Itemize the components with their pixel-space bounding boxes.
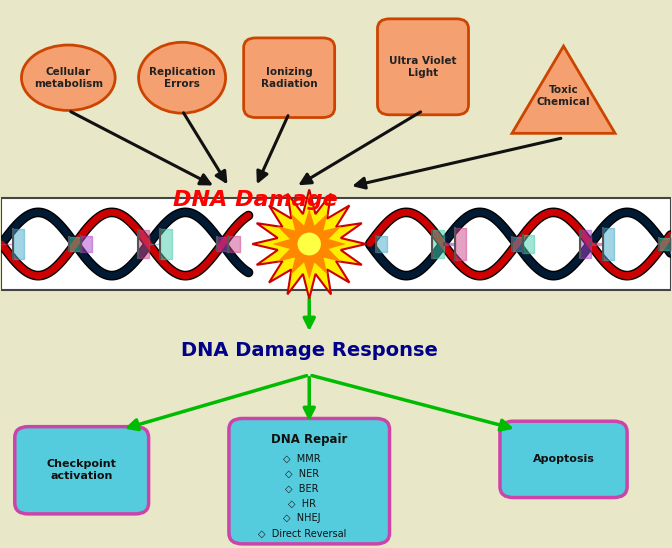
FancyBboxPatch shape bbox=[15, 427, 149, 514]
FancyBboxPatch shape bbox=[378, 19, 468, 115]
Text: Toxic
Chemical: Toxic Chemical bbox=[537, 85, 590, 107]
Polygon shape bbox=[272, 209, 346, 279]
Ellipse shape bbox=[298, 232, 321, 255]
Text: Cellular
metabolism: Cellular metabolism bbox=[34, 67, 103, 89]
Text: Ultra Violet
Light: Ultra Violet Light bbox=[389, 56, 457, 78]
Text: DNA Damage: DNA Damage bbox=[173, 190, 338, 210]
Text: Checkpoint
activation: Checkpoint activation bbox=[47, 459, 117, 481]
Polygon shape bbox=[512, 46, 615, 133]
Ellipse shape bbox=[22, 45, 115, 111]
Text: ◇  BER: ◇ BER bbox=[285, 483, 319, 493]
Polygon shape bbox=[253, 190, 366, 299]
Text: ◇  NHEJ: ◇ NHEJ bbox=[283, 513, 321, 523]
FancyBboxPatch shape bbox=[500, 421, 627, 498]
Text: DNA Repair: DNA Repair bbox=[271, 433, 347, 447]
Text: ◇  MMR: ◇ MMR bbox=[283, 453, 321, 463]
FancyBboxPatch shape bbox=[1, 198, 671, 290]
Text: ◇  Direct Reversal: ◇ Direct Reversal bbox=[257, 528, 346, 539]
Text: DNA Damage Response: DNA Damage Response bbox=[181, 341, 437, 360]
Text: ◇  NER: ◇ NER bbox=[285, 469, 319, 478]
Text: ◇  HR: ◇ HR bbox=[288, 498, 316, 509]
Text: Apoptosis: Apoptosis bbox=[533, 454, 595, 464]
Text: Replication
Errors: Replication Errors bbox=[149, 67, 215, 89]
Text: Ionizing
Radiation: Ionizing Radiation bbox=[261, 67, 317, 89]
FancyBboxPatch shape bbox=[229, 419, 390, 544]
FancyBboxPatch shape bbox=[244, 38, 335, 117]
Ellipse shape bbox=[138, 42, 226, 113]
